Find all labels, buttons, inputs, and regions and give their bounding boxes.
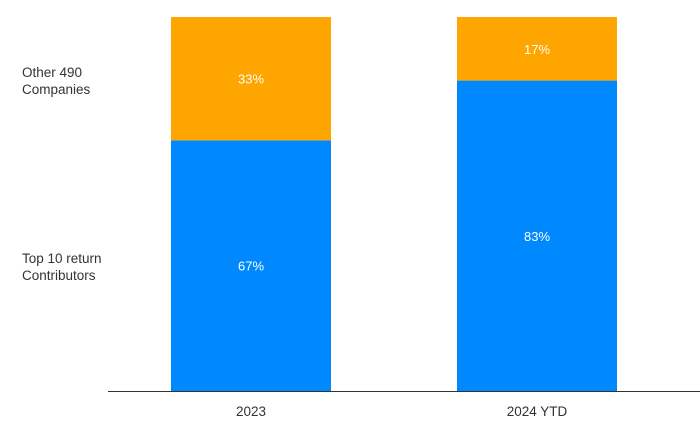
data-label: 67%	[238, 259, 264, 274]
bar-segment-other-490-companies	[457, 17, 617, 81]
data-label: 33%	[238, 72, 264, 87]
data-label: 83%	[524, 229, 550, 244]
bar-segment-top-10-return-contributors	[457, 80, 617, 391]
series-label-line: Contributors	[22, 268, 96, 283]
bar-segment-top-10-return-contributors	[171, 140, 331, 391]
series-label-other-490-companies: Other 490 Companies	[22, 64, 90, 98]
series-label-line: Top 10 return	[22, 251, 102, 266]
x-tick-label: 2023	[236, 404, 266, 419]
x-tick-label: 2024 YTD	[507, 404, 568, 419]
data-label: 17%	[524, 42, 550, 57]
series-label-line: Other 490	[22, 65, 83, 80]
series-label-top-10-return-contributors: Top 10 return Contributors	[22, 250, 102, 284]
bar-segment-other-490-companies	[171, 17, 331, 141]
series-label-line: Companies	[22, 82, 91, 97]
